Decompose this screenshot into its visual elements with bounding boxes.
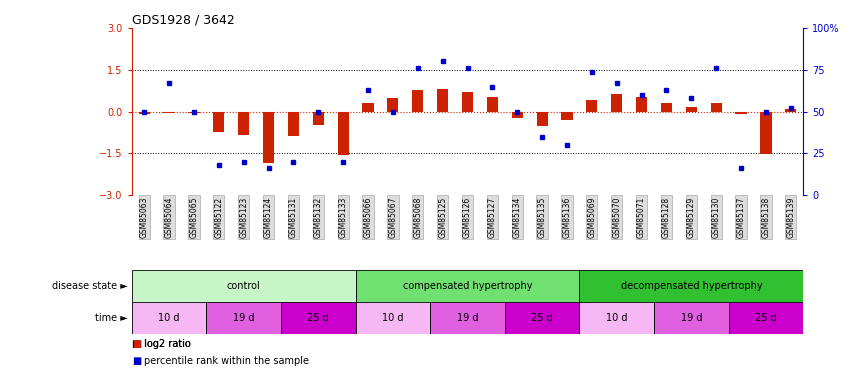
Text: percentile rank within the sample: percentile rank within the sample <box>144 356 309 366</box>
Bar <box>561 112 573 120</box>
Bar <box>412 90 423 112</box>
Bar <box>711 103 722 112</box>
Text: GSM85063: GSM85063 <box>139 196 149 238</box>
Bar <box>660 103 672 112</box>
Bar <box>388 98 399 112</box>
Bar <box>430 302 505 334</box>
Text: time ►: time ► <box>94 313 127 323</box>
Bar <box>263 112 275 163</box>
Text: GSM85123: GSM85123 <box>239 196 248 238</box>
Text: 19 d: 19 d <box>456 313 479 323</box>
Text: GSM85126: GSM85126 <box>463 196 472 238</box>
Text: 10 d: 10 d <box>382 313 404 323</box>
Text: GSM85122: GSM85122 <box>214 196 224 238</box>
Text: GSM85133: GSM85133 <box>338 196 348 238</box>
Text: ■: ■ <box>132 356 141 366</box>
Bar <box>512 112 523 118</box>
Text: 25 d: 25 d <box>531 313 553 323</box>
Text: GSM85136: GSM85136 <box>563 196 571 238</box>
Text: GSM85134: GSM85134 <box>513 196 522 238</box>
Bar <box>487 97 498 112</box>
Text: GSM85127: GSM85127 <box>488 196 497 238</box>
Text: GSM85132: GSM85132 <box>314 196 323 238</box>
Bar <box>355 302 430 334</box>
Text: GSM85128: GSM85128 <box>662 196 671 238</box>
Bar <box>505 302 580 334</box>
Bar <box>362 103 374 112</box>
Bar <box>281 302 355 334</box>
Text: decompensated hypertrophy: decompensated hypertrophy <box>620 281 762 291</box>
Bar <box>586 100 598 112</box>
Text: GDS1928 / 3642: GDS1928 / 3642 <box>132 13 235 26</box>
Text: compensated hypertrophy: compensated hypertrophy <box>403 281 532 291</box>
Bar <box>238 112 249 135</box>
Text: GSM85071: GSM85071 <box>638 196 646 238</box>
Text: 25 d: 25 d <box>755 313 777 323</box>
Bar <box>437 89 448 112</box>
Bar <box>728 302 803 334</box>
Bar <box>654 302 728 334</box>
Text: GSM85069: GSM85069 <box>587 196 597 238</box>
Text: control: control <box>227 281 261 291</box>
Bar <box>611 94 622 112</box>
Bar <box>288 112 299 136</box>
Text: ■ log2 ratio: ■ log2 ratio <box>132 339 190 349</box>
Bar <box>761 112 772 154</box>
Bar <box>139 112 150 114</box>
Text: GSM85067: GSM85067 <box>388 196 398 238</box>
Text: GSM85125: GSM85125 <box>438 196 447 238</box>
Text: GSM85068: GSM85068 <box>413 196 422 238</box>
Bar <box>313 112 324 125</box>
Bar <box>785 109 796 112</box>
Text: disease state ►: disease state ► <box>52 281 128 291</box>
Text: 10 d: 10 d <box>158 313 180 323</box>
Bar <box>337 112 348 154</box>
Text: GSM85130: GSM85130 <box>711 196 721 238</box>
Text: ■: ■ <box>132 339 141 349</box>
Text: GSM85129: GSM85129 <box>687 196 696 238</box>
Bar <box>213 112 224 132</box>
Bar <box>636 97 647 112</box>
Text: GSM85070: GSM85070 <box>612 196 621 238</box>
Bar <box>686 106 697 112</box>
Text: GSM85137: GSM85137 <box>737 196 745 238</box>
Text: GSM85064: GSM85064 <box>165 196 173 238</box>
Text: 19 d: 19 d <box>681 313 702 323</box>
Bar <box>355 270 580 302</box>
Text: GSM85135: GSM85135 <box>537 196 547 238</box>
Text: GSM85124: GSM85124 <box>264 196 273 238</box>
Bar <box>207 302 281 334</box>
Bar <box>462 92 473 112</box>
Text: GSM85065: GSM85065 <box>190 196 198 238</box>
Bar <box>580 302 654 334</box>
Bar <box>580 270 803 302</box>
Text: GSM85066: GSM85066 <box>364 196 372 238</box>
Text: 19 d: 19 d <box>233 313 254 323</box>
Text: 10 d: 10 d <box>606 313 627 323</box>
Text: GSM85138: GSM85138 <box>762 196 770 238</box>
Bar <box>735 112 746 114</box>
Text: GSM85139: GSM85139 <box>786 196 796 238</box>
Text: GSM85131: GSM85131 <box>289 196 297 238</box>
Bar <box>132 302 207 334</box>
Text: log2 ratio: log2 ratio <box>144 339 191 349</box>
Bar <box>132 270 355 302</box>
Text: 25 d: 25 d <box>308 313 329 323</box>
Bar <box>536 112 547 126</box>
